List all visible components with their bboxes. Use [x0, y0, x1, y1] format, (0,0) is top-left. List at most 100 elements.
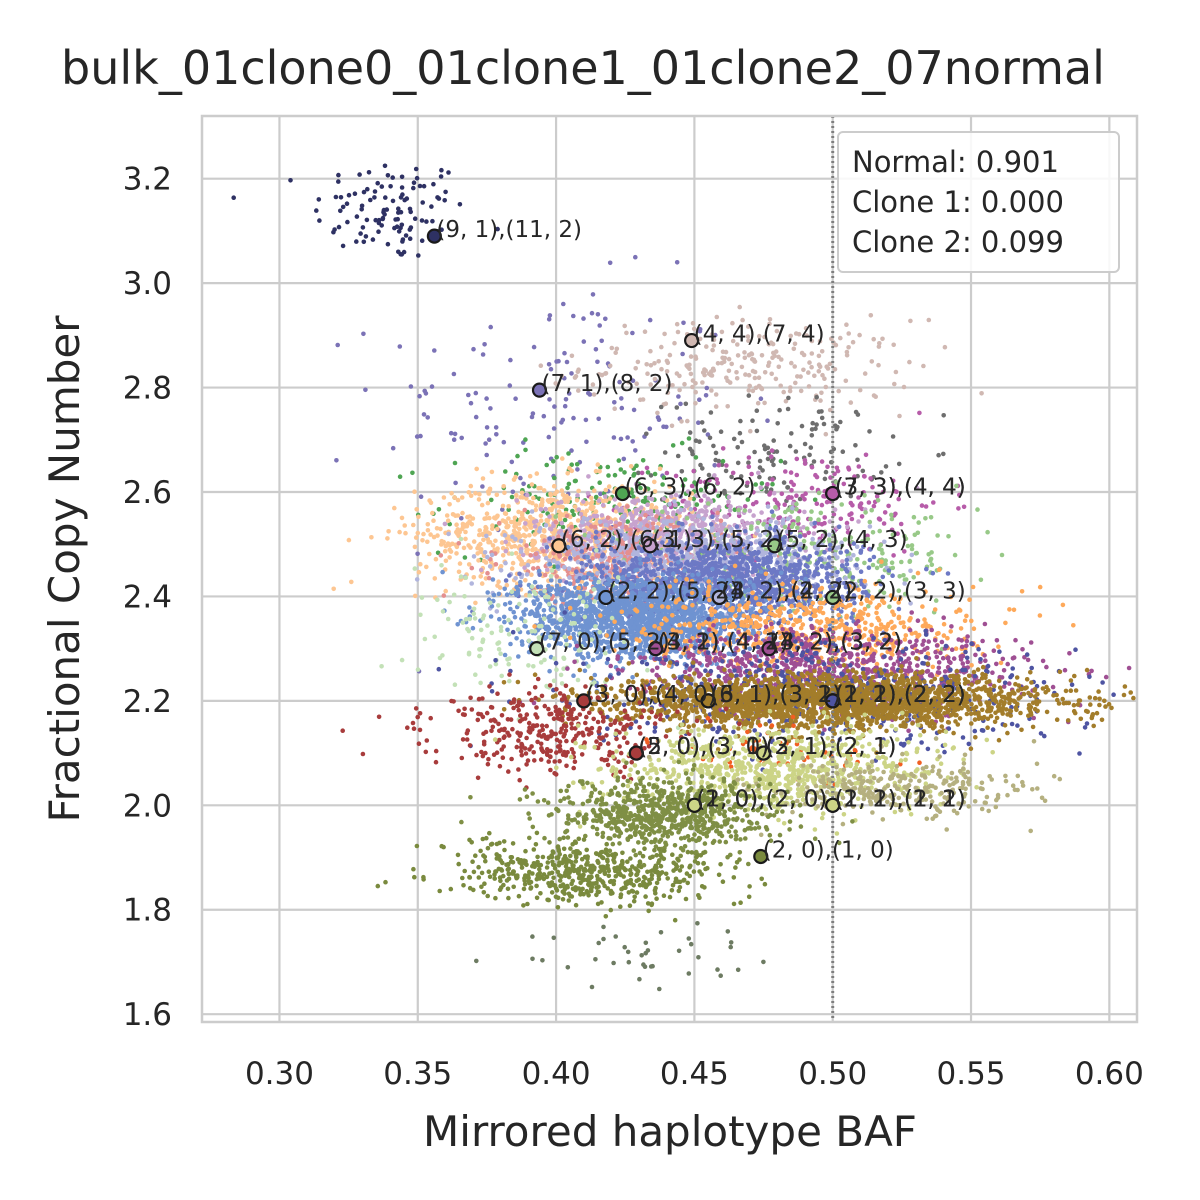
data-point — [858, 569, 864, 574]
data-point — [534, 518, 539, 524]
data-point — [547, 536, 552, 541]
data-point — [412, 544, 418, 550]
data-point — [486, 437, 492, 443]
data-point — [678, 507, 684, 512]
data-point — [468, 400, 474, 406]
data-point — [414, 507, 420, 512]
data-point — [797, 496, 803, 502]
data-point — [429, 384, 435, 389]
data-point — [809, 485, 815, 491]
data-point — [794, 456, 800, 462]
data-point — [844, 322, 849, 328]
data-point — [562, 565, 567, 570]
data-point — [675, 453, 681, 459]
data-point — [804, 333, 809, 338]
data-point — [381, 210, 386, 215]
data-point — [718, 518, 724, 524]
x-tick-label: 0.30 — [245, 1056, 314, 1092]
data-point — [827, 361, 833, 367]
data-point — [608, 519, 614, 525]
data-point — [871, 393, 877, 398]
data-point — [754, 555, 759, 561]
data-point — [616, 458, 622, 463]
data-point — [575, 493, 580, 498]
data-point — [430, 218, 435, 224]
data-point — [552, 503, 557, 509]
data-point — [732, 555, 738, 560]
data-point — [704, 344, 709, 349]
data-point — [372, 189, 378, 194]
data-point — [419, 238, 425, 243]
data-point — [776, 364, 782, 370]
data-point — [476, 532, 482, 538]
data-point — [599, 574, 605, 579]
data-point — [529, 509, 535, 514]
data-point — [704, 385, 710, 391]
data-point — [547, 526, 553, 532]
data-point — [551, 483, 557, 489]
data-point — [522, 507, 528, 513]
data-point — [399, 185, 405, 190]
data-point — [598, 491, 603, 497]
data-point — [835, 424, 840, 430]
data-point — [670, 443, 676, 448]
data-point — [547, 313, 553, 318]
data-point — [493, 562, 499, 567]
y-tick-label: 2.6 — [123, 475, 172, 511]
data-point — [832, 367, 838, 372]
data-point — [597, 480, 602, 486]
data-point — [538, 518, 544, 523]
data-point — [509, 566, 515, 571]
x-tick-label: 0.60 — [1075, 1056, 1144, 1092]
data-point — [530, 538, 535, 544]
data-point — [688, 354, 694, 359]
data-point — [710, 514, 715, 519]
y-tick-label: 1.6 — [123, 997, 172, 1033]
data-point — [527, 533, 532, 538]
data-point — [678, 494, 683, 499]
data-point — [416, 514, 421, 520]
data-point — [762, 334, 767, 340]
data-point — [648, 473, 654, 478]
data-point — [844, 557, 850, 563]
data-point — [468, 493, 474, 499]
data-point — [803, 491, 808, 497]
data-point — [569, 462, 574, 468]
data-point — [765, 482, 770, 487]
data-point — [713, 450, 719, 456]
data-point — [695, 517, 700, 523]
data-point — [533, 503, 539, 509]
data-point — [758, 485, 764, 491]
data-point — [979, 391, 984, 396]
data-point — [425, 539, 430, 545]
data-point — [471, 554, 477, 559]
data-point — [745, 497, 751, 502]
data-point — [814, 566, 820, 571]
data-point — [757, 458, 763, 464]
data-point — [698, 462, 703, 468]
data-point — [454, 522, 459, 527]
data-point — [749, 351, 754, 356]
y-tick-label: 2.8 — [123, 371, 172, 407]
data-point — [810, 420, 815, 426]
data-point — [442, 198, 448, 203]
data-point — [317, 218, 322, 223]
data-point — [288, 178, 293, 183]
data-point — [231, 195, 236, 200]
data-point — [924, 566, 929, 572]
data-point — [679, 440, 685, 446]
data-point — [857, 387, 863, 393]
data-point — [338, 208, 343, 214]
data-point — [436, 507, 442, 512]
data-point — [750, 388, 756, 394]
data-point — [457, 202, 463, 207]
data-point — [858, 501, 864, 506]
data-point — [787, 388, 793, 394]
data-point — [531, 344, 537, 350]
data-point — [691, 567, 696, 572]
data-point — [530, 411, 536, 416]
data-point — [600, 502, 606, 508]
data-point — [768, 559, 773, 565]
data-point — [485, 500, 491, 506]
